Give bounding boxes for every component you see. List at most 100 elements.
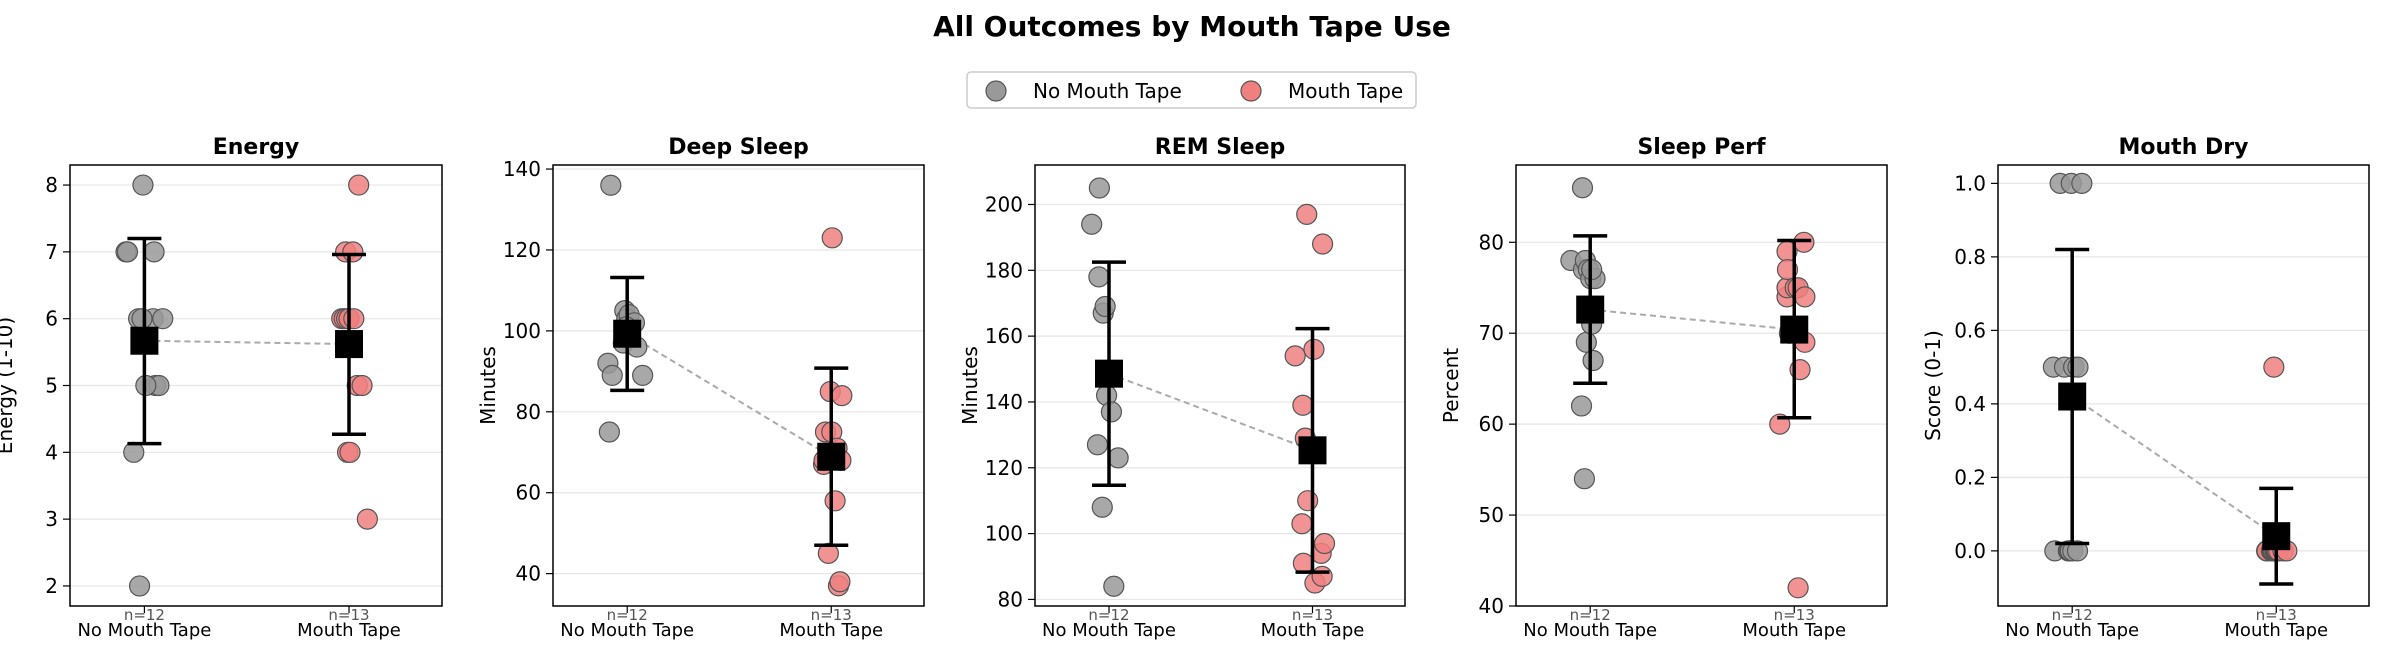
mean-marker: [1298, 436, 1327, 465]
point-mouth-tape: [817, 542, 839, 565]
y-axis-label: Minutes: [476, 346, 500, 425]
panel-title: Deep Sleep: [668, 135, 809, 160]
point-no-mouth-tape: [598, 421, 620, 443]
panel-title: Energy: [213, 135, 300, 160]
n-label: n=13: [328, 606, 369, 624]
point-mouth-tape: [339, 441, 361, 463]
point-no-mouth-tape: [131, 308, 153, 330]
point-mouth-tape: [1793, 231, 1815, 253]
legend-label-no-mouth-tape: No Mouth Tape: [1033, 79, 1182, 103]
y-tick-label: 60: [1479, 412, 1504, 436]
y-axis-label: Score (0-1): [1921, 330, 1945, 441]
y-tick-label: 80: [998, 587, 1023, 611]
x-category-label: Mouth Tape: [2224, 620, 2328, 641]
n-label: n=13: [2256, 606, 2297, 624]
point-no-mouth-tape: [1094, 295, 1116, 318]
point-no-mouth-tape: [1573, 468, 1596, 490]
point-mouth-tape: [829, 571, 851, 593]
y-tick-label: 40: [1479, 594, 1504, 618]
point-mouth-tape: [343, 308, 365, 330]
y-tick-label: 0.2: [1954, 465, 1986, 489]
y-tick-label: 120: [985, 456, 1023, 480]
point-no-mouth-tape: [1088, 177, 1110, 199]
panel-title: Sleep Perf: [1637, 135, 1766, 160]
point-no-mouth-tape: [1107, 447, 1129, 469]
mean-marker: [1780, 315, 1809, 344]
point-mouth-tape: [1794, 286, 1816, 308]
point-mouth-tape: [2263, 356, 2285, 378]
axes-frame: [552, 164, 925, 607]
x-category-label: Mouth Tape: [1742, 620, 1846, 641]
point-no-mouth-tape: [1086, 434, 1109, 456]
point-mouth-tape: [1292, 552, 1314, 574]
y-tick-label: 120: [503, 238, 541, 262]
y-axis-label: Energy (1-10): [0, 317, 17, 454]
y-tick-label: 180: [985, 258, 1023, 282]
y-tick-label: 0.6: [1954, 318, 1986, 342]
point-no-mouth-tape: [116, 241, 139, 263]
legend-label-mouth-tape: Mouth Tape: [1288, 79, 1403, 103]
figure-title: All Outcomes by Mouth Tape Use: [933, 10, 1451, 43]
point-no-mouth-tape: [128, 575, 151, 597]
x-category-label: No Mouth Tape: [2005, 620, 2139, 641]
point-no-mouth-tape: [1081, 213, 1103, 235]
y-tick-label: 4: [45, 440, 58, 464]
point-mouth-tape: [831, 385, 853, 407]
point-no-mouth-tape: [2071, 172, 2093, 194]
y-tick-label: 50: [1479, 503, 1504, 527]
n-label: n=12: [124, 606, 165, 624]
x-category-label: Mouth Tape: [1261, 620, 1365, 641]
axes-frame: [1034, 164, 1406, 607]
x-category-label: No Mouth Tape: [1042, 620, 1176, 641]
x-category-label: No Mouth Tape: [1523, 620, 1657, 641]
x-category-label: Mouth Tape: [779, 620, 883, 641]
y-tick-label: 0.8: [1954, 245, 1986, 269]
y-tick-label: 5: [45, 374, 58, 398]
y-tick-label: 70: [1479, 321, 1504, 345]
point-no-mouth-tape: [600, 174, 622, 196]
y-tick-label: 140: [503, 157, 541, 181]
y-tick-label: 0.0: [1954, 539, 1986, 563]
axes-frame: [1515, 164, 1888, 607]
point-no-mouth-tape: [1088, 266, 1110, 288]
point-mouth-tape: [824, 490, 846, 512]
point-no-mouth-tape: [601, 364, 623, 386]
point-no-mouth-tape: [1103, 575, 1125, 597]
y-tick-label: 100: [985, 522, 1023, 546]
point-no-mouth-tape: [1100, 401, 1123, 423]
y-tick-label: 8: [45, 173, 58, 197]
y-tick-label: 80: [1479, 230, 1504, 254]
mean-connector: [626, 332, 832, 458]
point-no-mouth-tape: [1571, 177, 1594, 199]
mean-marker: [2262, 522, 2291, 551]
mean-marker: [817, 442, 846, 471]
point-no-mouth-tape: [132, 174, 154, 196]
mean-marker: [2058, 382, 2087, 411]
y-tick-label: 160: [985, 324, 1023, 348]
mean-marker: [1095, 359, 1123, 388]
mean-marker: [613, 319, 642, 348]
point-mouth-tape: [356, 508, 378, 530]
y-tick-label: 140: [985, 390, 1023, 414]
x-category-label: No Mouth Tape: [560, 620, 694, 641]
point-mouth-tape: [1776, 258, 1799, 281]
y-tick-label: 200: [985, 192, 1023, 216]
x-category-label: No Mouth Tape: [77, 620, 211, 641]
point-mouth-tape: [348, 174, 370, 196]
mean-connector: [2071, 395, 2277, 538]
y-tick-label: 60: [516, 481, 541, 505]
mean-connector: [1108, 372, 1313, 452]
y-tick-label: 3: [45, 507, 58, 531]
y-axis-label: Minutes: [958, 346, 982, 425]
point-mouth-tape: [1284, 345, 1306, 367]
point-no-mouth-tape: [2066, 540, 2089, 562]
y-tick-label: 100: [503, 319, 541, 343]
point-mouth-tape: [1313, 532, 1336, 555]
panel-title: REM Sleep: [1155, 135, 1286, 160]
n-label: n=13: [1774, 606, 1815, 624]
point-no-mouth-tape: [1582, 349, 1604, 372]
